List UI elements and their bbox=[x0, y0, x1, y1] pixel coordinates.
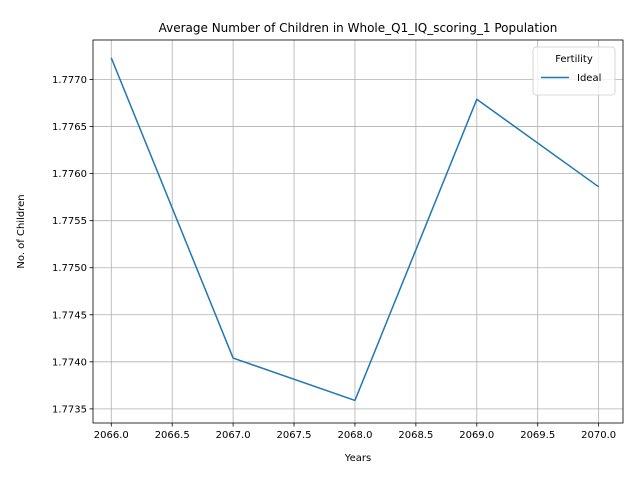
legend-title: Fertility bbox=[555, 54, 593, 65]
y-tick-label: 1.7755 bbox=[52, 216, 87, 227]
y-tick-label: 1.7750 bbox=[52, 263, 87, 274]
x-tick-label: 2068.5 bbox=[398, 430, 433, 441]
x-tick-label: 2066.0 bbox=[94, 430, 129, 441]
y-axis-label: No. of Children bbox=[16, 194, 27, 268]
y-tick-label: 1.7740 bbox=[52, 357, 87, 368]
legend-entry: Ideal bbox=[577, 73, 601, 84]
y-tick-label: 1.7745 bbox=[52, 310, 87, 321]
x-tick-label: 2067.5 bbox=[277, 430, 312, 441]
legend: Fertility Ideal bbox=[533, 47, 615, 95]
chart-title: Average Number of Children in Whole_Q1_I… bbox=[159, 21, 558, 35]
x-tick-label: 2067.0 bbox=[216, 430, 251, 441]
y-tick-label: 1.7760 bbox=[52, 169, 87, 180]
y-tick-label: 1.7735 bbox=[52, 404, 87, 415]
x-axis: 2066.0 2066.5 2067.0 2067.5 2068.0 2068.5 2069… bbox=[94, 423, 616, 441]
x-tick-label: 2069.0 bbox=[459, 430, 494, 441]
x-tick-label: 2070.0 bbox=[581, 430, 616, 441]
y-tick-label: 1.7770 bbox=[52, 75, 87, 86]
x-tick-label: 2069.5 bbox=[520, 430, 555, 441]
x-axis-label: Years bbox=[344, 453, 371, 464]
x-tick-label: 2068.0 bbox=[337, 430, 372, 441]
x-tick-label: 2066.5 bbox=[155, 430, 190, 441]
y-tick-label: 1.7765 bbox=[52, 122, 87, 133]
